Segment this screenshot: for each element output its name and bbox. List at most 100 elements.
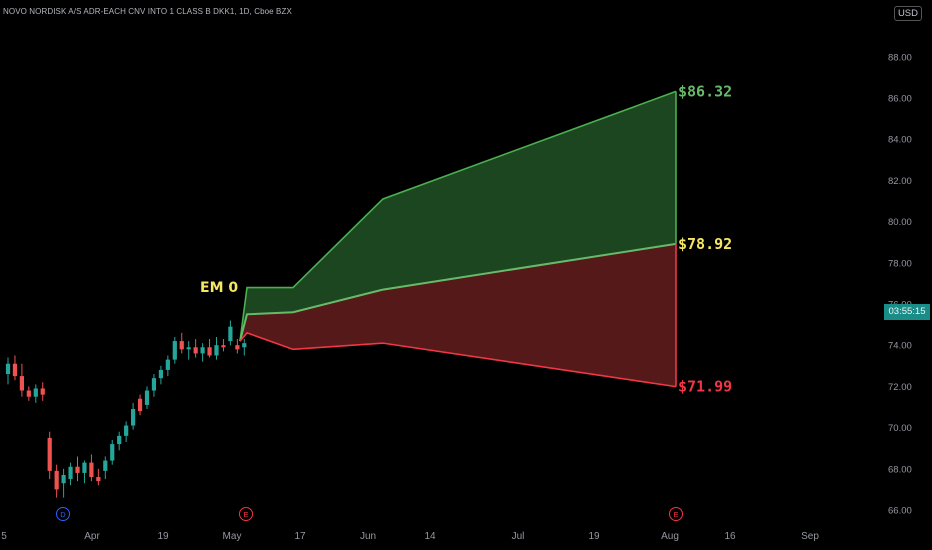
event-circle [56, 507, 70, 521]
candle-body [131, 409, 136, 426]
candle [193, 339, 198, 358]
candle [158, 365, 163, 385]
candle-body [110, 444, 115, 461]
chart-symbol-title: NOVO NORDISK A/S ADR-EACH CNV INTO 1 CLA… [3, 7, 292, 16]
candle-body [61, 474, 66, 484]
candle [19, 363, 24, 397]
candle [207, 339, 212, 358]
upper-bound-line [239, 90, 677, 342]
candle-body [47, 437, 52, 471]
candle [186, 341, 191, 360]
dividend-event-marker: D [56, 507, 70, 521]
bar-countdown-timer: 03:55:15 [884, 304, 930, 320]
candle [228, 320, 233, 346]
candle-body [193, 347, 198, 354]
x-tick-label: 14 [424, 531, 436, 542]
candle-body [235, 345, 240, 350]
candle-body [40, 388, 45, 395]
candle [179, 332, 184, 354]
candle-body [214, 345, 219, 356]
candle [40, 382, 45, 401]
candle [89, 454, 94, 482]
x-tick-label: May [223, 531, 242, 542]
lower-target-label: $71.99 [678, 378, 732, 396]
candle-body [144, 390, 150, 405]
candle [214, 336, 219, 360]
candle-body [186, 347, 191, 350]
y-tick-label: 66.00 [888, 506, 912, 517]
x-tick-label: 17 [294, 531, 306, 542]
candle-body [54, 470, 59, 490]
event-circle [669, 507, 683, 521]
candle [103, 456, 108, 480]
projection-labels: EM 0 $86.32 $78.92 $71.99 [200, 82, 732, 395]
time-axis: 5 Apr 19 May 17 Jun 14 Jul 19 Aug 16 Sep [1, 531, 819, 542]
x-tick-label: 5 [1, 531, 7, 542]
price-axis: 66.0068.0070.0072.0074.0076.0078.0080.00… [888, 52, 912, 516]
x-tick-label: 19 [588, 531, 600, 542]
expected-move-zones [239, 90, 677, 388]
candle-body [75, 466, 80, 473]
upper-target-label: $86.32 [678, 82, 732, 100]
candle [96, 468, 101, 486]
x-tick-label: 16 [724, 531, 736, 542]
candle-body [151, 378, 157, 391]
candle [124, 421, 129, 443]
x-tick-label: Sep [801, 531, 819, 542]
candle-body [207, 347, 212, 356]
candle [235, 339, 240, 354]
candle-body [221, 345, 226, 348]
y-tick-label: 84.00 [888, 135, 912, 146]
candle-body [5, 363, 11, 375]
y-tick-label: 74.00 [888, 341, 912, 352]
candle [54, 464, 59, 498]
mid-target-label: $78.92 [678, 235, 732, 253]
candle-body [96, 477, 101, 482]
candle [172, 336, 177, 364]
event-label: E [673, 510, 678, 519]
y-tick-label: 80.00 [888, 217, 912, 228]
y-tick-label: 82.00 [888, 176, 912, 187]
candle-body [242, 343, 247, 348]
mid-line [239, 242, 677, 342]
candle-body [89, 462, 94, 478]
candle-body [82, 462, 87, 473]
candle [82, 460, 87, 484]
candle-body [137, 398, 143, 412]
candle [33, 384, 38, 403]
y-tick-label: 72.00 [888, 382, 912, 393]
candle [12, 355, 18, 381]
currency-selector[interactable]: USD [893, 6, 922, 21]
downside-zone [240, 243, 676, 387]
candle [75, 456, 80, 482]
candle [131, 402, 136, 430]
candle [137, 394, 143, 416]
candle [242, 339, 247, 356]
candle-body [179, 341, 184, 350]
y-tick-label: 78.00 [888, 258, 912, 269]
y-tick-label: 68.00 [888, 464, 912, 475]
x-tick-label: Apr [84, 531, 100, 542]
x-tick-label: 19 [157, 531, 169, 542]
candle [26, 386, 31, 401]
em-label: EM 0 [200, 280, 238, 296]
candle-body [68, 466, 73, 480]
event-label: D [60, 510, 66, 519]
candle-body [33, 388, 38, 397]
candle-body [117, 435, 122, 445]
candle [5, 357, 11, 385]
candle [151, 374, 157, 397]
x-tick-label: Jul [512, 531, 525, 542]
y-tick-label: 88.00 [888, 52, 912, 63]
candle-body [200, 347, 205, 354]
candle [117, 431, 122, 451]
candle-body [26, 390, 31, 397]
y-tick-label: 86.00 [888, 94, 912, 105]
candle [221, 339, 226, 352]
candle [61, 468, 66, 498]
candle-body [124, 425, 129, 436]
earnings-event-marker: E [669, 507, 683, 521]
candle-body [172, 341, 177, 360]
